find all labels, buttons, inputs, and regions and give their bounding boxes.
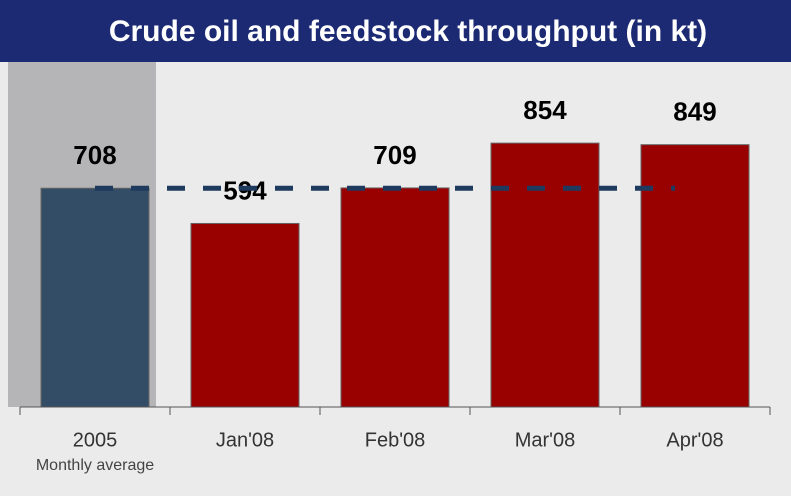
bar xyxy=(40,187,150,408)
chart-title: Crude oil and feedstock throughput (in k… xyxy=(109,15,707,48)
bar xyxy=(190,222,300,408)
x-tick-label: Mar'08 xyxy=(515,429,576,451)
data-label: 709 xyxy=(373,140,416,170)
x-tick-label: Feb'08 xyxy=(365,429,426,451)
data-label: 708 xyxy=(73,140,116,170)
x-tick-label: Apr'08 xyxy=(666,429,723,451)
bar xyxy=(490,142,600,408)
bar xyxy=(640,144,750,408)
x-tick-label: Jan'08 xyxy=(216,429,274,451)
x-tick-sublabel: Monthly average xyxy=(36,457,154,474)
data-label: 849 xyxy=(673,97,716,127)
bar xyxy=(340,187,450,408)
x-tick-label: 2005 xyxy=(73,429,118,451)
data-label: 854 xyxy=(523,95,567,125)
title-bar xyxy=(0,0,791,62)
